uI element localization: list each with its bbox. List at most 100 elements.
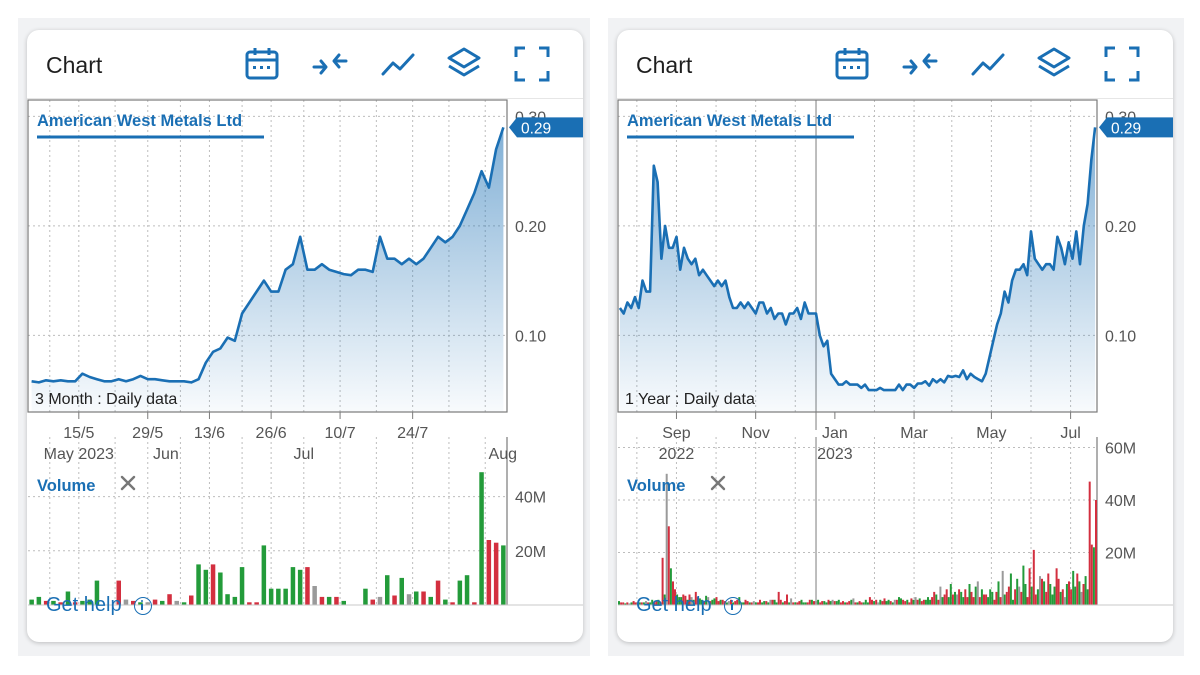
volume-bar bbox=[750, 602, 753, 605]
info-icon bbox=[723, 596, 742, 615]
volume-bar bbox=[775, 602, 778, 605]
card-header: Chart bbox=[27, 30, 583, 99]
volume-bar bbox=[829, 601, 832, 605]
volume-bar bbox=[290, 567, 296, 605]
layers-icon[interactable] bbox=[1035, 45, 1073, 83]
chart-area[interactable]: 0.100.200.3020M40M60M SepNovJanMarMayJul… bbox=[617, 99, 1173, 607]
layers-icon[interactable] bbox=[445, 45, 483, 83]
volume-bar bbox=[1030, 586, 1033, 605]
volume-bar bbox=[854, 602, 857, 605]
volume-bar bbox=[1053, 586, 1056, 605]
x-tick-label: 13/6 bbox=[194, 425, 225, 442]
volume-bar bbox=[232, 596, 238, 605]
volume-bar bbox=[817, 599, 820, 606]
volume-bar bbox=[862, 602, 865, 605]
close-volume-icon[interactable] bbox=[120, 475, 136, 491]
volume-bar bbox=[752, 601, 755, 605]
volume-bar bbox=[839, 602, 842, 605]
volume-bar bbox=[51, 600, 56, 605]
volume-bar bbox=[709, 601, 712, 605]
get-help-label: Get help bbox=[636, 594, 712, 616]
x-tick-label: Jul bbox=[1060, 425, 1080, 442]
card-title: Chart bbox=[46, 52, 103, 78]
volume-bar bbox=[1007, 586, 1010, 605]
fullscreen-icon[interactable] bbox=[513, 45, 551, 83]
volume-bar bbox=[761, 602, 764, 605]
volume-bar bbox=[929, 599, 932, 606]
volume-bar bbox=[999, 597, 1002, 605]
volume-bar bbox=[651, 599, 654, 606]
price-area-fill bbox=[619, 127, 1096, 413]
volume-bar bbox=[748, 602, 751, 605]
volume-bar bbox=[904, 601, 907, 605]
volume-bar bbox=[968, 584, 971, 605]
volume-bar bbox=[879, 599, 882, 606]
volume-bar bbox=[377, 596, 383, 605]
volume-bar bbox=[428, 596, 433, 605]
current-price-value: 0.29 bbox=[1111, 120, 1141, 137]
volume-bar bbox=[800, 599, 803, 606]
volume-bar bbox=[326, 596, 332, 605]
volume-bar bbox=[813, 601, 815, 605]
volume-bar bbox=[902, 599, 905, 606]
x-tick-label: May bbox=[976, 425, 1006, 442]
volume-bar bbox=[624, 603, 627, 605]
volume-bar bbox=[80, 600, 85, 605]
compare-icon[interactable] bbox=[901, 45, 939, 83]
volume-bar bbox=[1032, 549, 1035, 605]
volume-bar bbox=[72, 602, 78, 605]
volume-bar bbox=[457, 580, 463, 605]
volume-bar bbox=[1028, 568, 1031, 606]
volume-bar bbox=[947, 597, 950, 605]
volume-bar bbox=[1045, 591, 1048, 605]
volume-bar bbox=[682, 594, 685, 605]
volume-bar bbox=[900, 598, 902, 605]
volume-bar bbox=[370, 599, 375, 605]
volume-bar bbox=[663, 594, 666, 605]
volume-bar bbox=[717, 601, 720, 605]
volume-bar bbox=[630, 602, 633, 605]
volume-bar bbox=[1034, 594, 1037, 605]
chart-card-3-month: Chart bbox=[27, 30, 583, 642]
volume-bar bbox=[831, 599, 834, 606]
volume-bar bbox=[174, 600, 179, 605]
volume-bar bbox=[744, 599, 747, 606]
volume-bar bbox=[283, 588, 288, 605]
volume-bar bbox=[777, 591, 780, 605]
get-help-link[interactable]: Get help bbox=[636, 594, 742, 617]
line-chart-icon[interactable] bbox=[969, 45, 1007, 83]
y-tick-label: 0.20 bbox=[515, 219, 546, 236]
volume-bar bbox=[835, 601, 838, 605]
volume-bar bbox=[980, 589, 983, 606]
get-help-link[interactable]: Get help bbox=[46, 594, 152, 617]
volume-bar bbox=[239, 567, 245, 605]
volume-bar bbox=[987, 597, 990, 605]
fullscreen-icon[interactable] bbox=[1103, 45, 1141, 83]
calendar-icon[interactable] bbox=[243, 45, 281, 83]
volume-bar bbox=[1020, 591, 1023, 605]
chart-area[interactable]: 0.100.200.3020M40M 15/529/513/626/610/72… bbox=[27, 99, 583, 607]
volume-bar bbox=[906, 599, 909, 606]
calendar-icon[interactable] bbox=[833, 45, 871, 83]
volume-bar bbox=[628, 603, 631, 605]
volume-bar bbox=[1072, 570, 1075, 605]
volume-bar bbox=[1024, 584, 1027, 605]
volume-bar bbox=[116, 580, 121, 605]
volume-bar bbox=[87, 599, 92, 605]
volume-bar bbox=[1001, 570, 1004, 605]
volume-bar bbox=[684, 595, 687, 605]
volume-bar bbox=[783, 601, 786, 605]
volume-bar bbox=[810, 599, 813, 606]
volume-bar bbox=[757, 602, 759, 605]
volume-bar bbox=[866, 602, 869, 605]
line-chart-icon[interactable] bbox=[379, 45, 417, 83]
volume-bar bbox=[922, 599, 925, 606]
close-volume-icon[interactable] bbox=[710, 475, 726, 491]
compare-icon[interactable] bbox=[311, 45, 349, 83]
volume-bar bbox=[1086, 589, 1089, 606]
volume-bar bbox=[1018, 586, 1021, 605]
volume-bar bbox=[65, 591, 71, 605]
volume-bar bbox=[1059, 591, 1062, 605]
volume-bar bbox=[1041, 578, 1043, 606]
volume-bar bbox=[698, 598, 701, 605]
